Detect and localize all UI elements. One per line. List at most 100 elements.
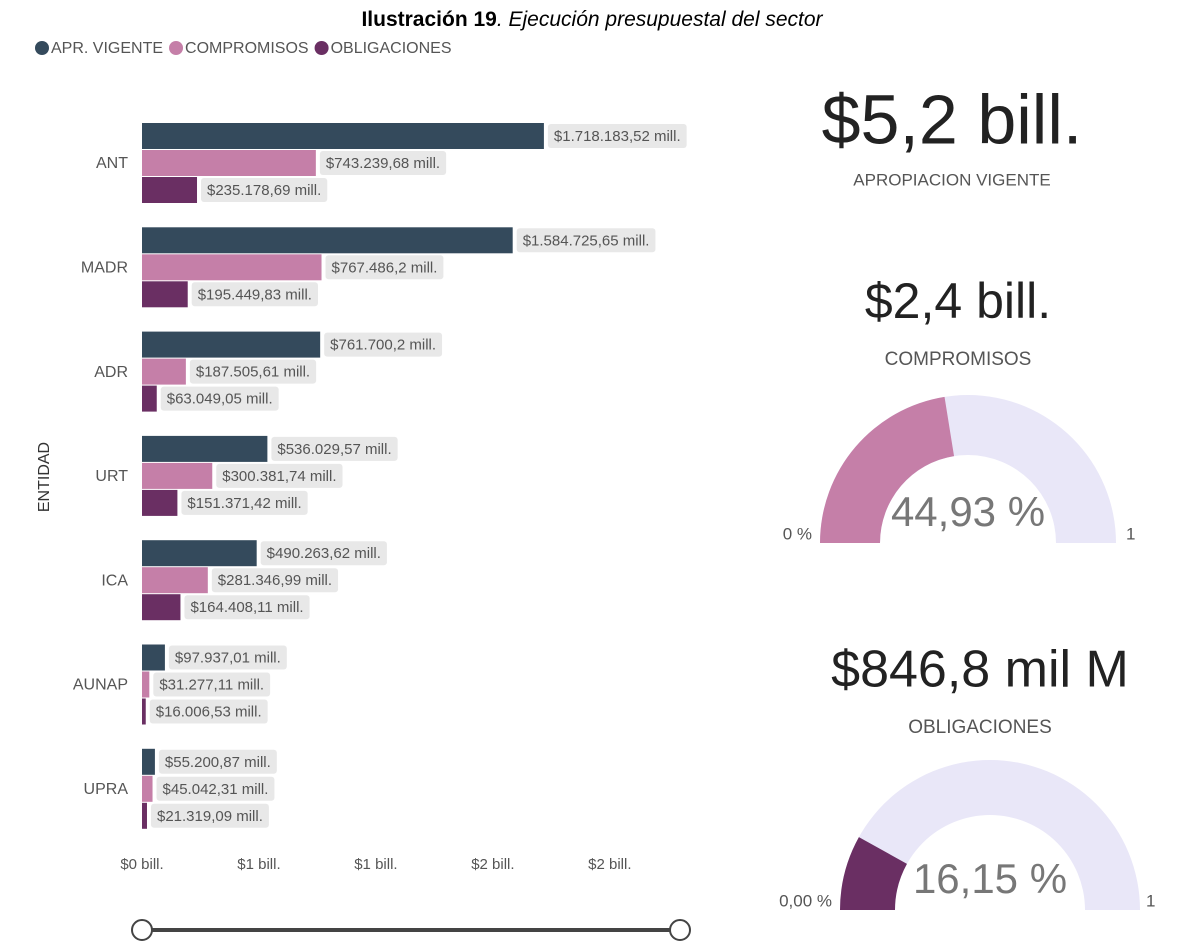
data-label: $187.505,61 mill. (189, 359, 317, 384)
data-label-box (160, 386, 279, 411)
data-label: $743.239,68 mill. (319, 151, 447, 175)
data-label-text: $45.042,31 mill. (163, 781, 269, 798)
x-tick-label: $2 bill. (471, 856, 514, 873)
legend-label: OBLIGACIONES (331, 40, 452, 57)
x-tick-label: $2 bill. (588, 856, 631, 873)
category-label: ICA (101, 572, 128, 589)
data-label-box (319, 151, 447, 175)
bar (142, 698, 146, 725)
bar (142, 644, 165, 671)
data-label-text: $235.178,69 mill. (207, 182, 321, 199)
data-label: $281.346,99 mill. (211, 568, 339, 593)
data-label-box (324, 332, 443, 357)
bar (142, 177, 198, 203)
data-label: $1.584.725,65 mill. (516, 228, 656, 253)
data-label: $21.319,09 mill. (150, 803, 269, 828)
data-label-box (201, 178, 328, 202)
data-label-box (181, 490, 308, 515)
data-label-text: $1.584.725,65 mill. (523, 232, 650, 249)
x-tick-label: $0 bill. (120, 856, 163, 873)
bar (142, 671, 150, 698)
legend-label: APR. VIGENTE (51, 40, 163, 57)
bar (142, 540, 257, 567)
gauge-max-label: 1 (1146, 891, 1155, 910)
data-label-text: $151.371,42 mill. (187, 495, 301, 512)
gauge-track (840, 760, 1140, 910)
data-label-text: $767.486,2 mill. (332, 259, 438, 276)
bar (142, 594, 181, 621)
data-label: $767.486,2 mill. (325, 255, 444, 280)
legend-label: COMPROMISOS (185, 40, 309, 57)
legend-marker (35, 41, 49, 55)
data-label-box (153, 672, 271, 697)
y-axis-label: ENTIDAD (36, 442, 53, 512)
range-slider-handle[interactable] (131, 919, 153, 941)
data-label-text: $195.449,83 mill. (198, 286, 312, 303)
data-label: $536.029,57 mill. (271, 436, 398, 461)
x-tick-label: $1 bill. (354, 856, 397, 873)
gauge-max-label: 1 (1126, 524, 1135, 543)
data-label-box (547, 124, 687, 148)
data-label: $195.449,83 mill. (191, 282, 318, 307)
data-label: $97.937,01 mill. (168, 645, 287, 670)
range-slider-handle[interactable] (669, 919, 691, 941)
kpi-label: APROPIACION VIGENTE (853, 170, 1050, 189)
legend-marker (314, 41, 329, 55)
bar (142, 150, 316, 176)
data-label-box (271, 436, 398, 461)
bar (142, 358, 186, 385)
gauge-fill (820, 396, 955, 543)
gauge-value-label: 16,15 % (913, 855, 1067, 902)
data-label-box (149, 699, 268, 724)
bar (142, 331, 321, 358)
gauge-min-label: 0 % (783, 524, 812, 543)
data-label-text: $490.263,62 mill. (267, 545, 381, 562)
data-label-box (158, 749, 277, 774)
data-label: $164.408,11 mill. (184, 595, 310, 620)
data-label-box (516, 228, 656, 253)
data-label-text: $761.700,2 mill. (330, 337, 436, 354)
data-label-text: $97.937,01 mill. (175, 649, 281, 666)
bar (142, 748, 155, 775)
category-label: URT (95, 468, 128, 485)
data-label: $55.200,87 mill. (158, 749, 277, 774)
data-label-text: $31.277,11 mill. (159, 676, 264, 693)
data-label-text: $16.006,53 mill. (156, 703, 262, 720)
category-label: ADR (94, 364, 128, 381)
data-label-box (216, 463, 343, 488)
bar (142, 435, 268, 462)
data-label-text: $21.319,09 mill. (157, 808, 263, 825)
data-label: $235.178,69 mill. (201, 178, 328, 202)
category-label: UPRA (84, 781, 129, 798)
data-label-text: $281.346,99 mill. (218, 572, 332, 589)
data-label: $63.049,05 mill. (160, 386, 279, 411)
title-bold: Ilustración 19 (361, 8, 496, 31)
data-label-box (168, 645, 287, 670)
bar (142, 281, 188, 308)
x-tick-label: $1 bill. (237, 856, 280, 873)
data-label: $16.006,53 mill. (149, 699, 268, 724)
data-label-text: $743.239,68 mill. (326, 155, 440, 172)
gauge-min-label: 0,00 % (779, 891, 832, 910)
data-label-box (150, 803, 269, 828)
data-label-text: $164.408,11 mill. (190, 599, 303, 616)
kpi-value: $5,2 bill. (822, 80, 1083, 158)
gauge-value-label: 44,93 % (891, 488, 1045, 535)
data-label-box (189, 359, 317, 384)
data-label-box (211, 568, 339, 593)
bar (142, 775, 153, 802)
data-label-box (184, 595, 310, 620)
data-label-text: $63.049,05 mill. (167, 391, 273, 408)
data-label-text: $187.505,61 mill. (196, 364, 310, 381)
legend-marker (169, 41, 184, 55)
data-label: $31.277,11 mill. (153, 672, 271, 697)
data-label-text: $300.381,74 mill. (222, 468, 336, 485)
data-label-text: $1.718.183,52 mill. (554, 128, 681, 145)
bar (142, 385, 157, 412)
gauge-fill (840, 837, 907, 910)
category-label: AUNAP (73, 677, 128, 694)
title-italic: . Ejecución presupuestal del sector (497, 8, 824, 31)
data-label: $761.700,2 mill. (324, 332, 443, 357)
data-label: $300.381,74 mill. (216, 463, 343, 488)
